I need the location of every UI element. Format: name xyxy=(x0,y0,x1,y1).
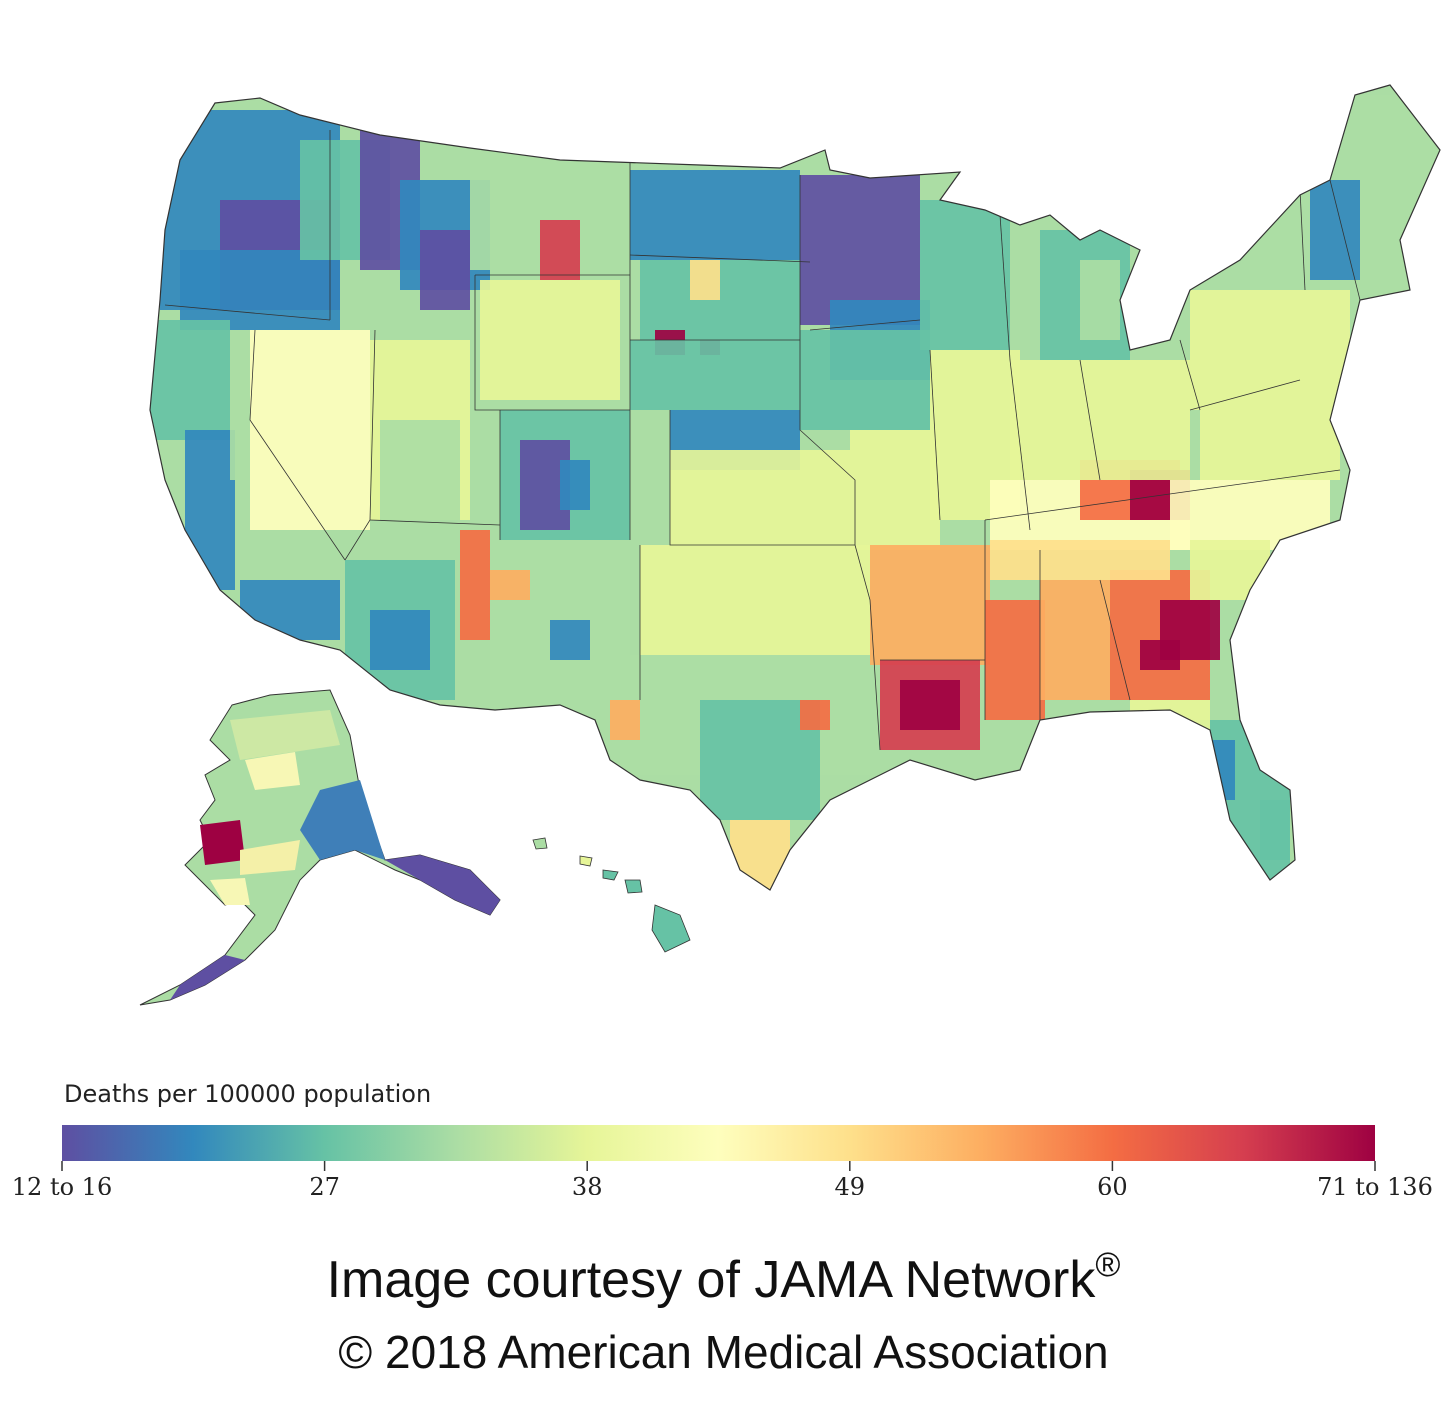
legend-tick-label: 38 xyxy=(572,1173,603,1195)
map-region-patch xyxy=(690,260,720,300)
map-region-patch xyxy=(150,320,230,440)
map-region-patch xyxy=(1010,360,1190,480)
map-region-patch xyxy=(550,620,590,660)
legend-tick-label: 60 xyxy=(1097,1173,1128,1195)
map-region-patch xyxy=(640,545,870,655)
choropleth-map xyxy=(139,84,1441,1006)
legend-tick-label: 12 to 16 xyxy=(12,1173,112,1195)
map-region-patch xyxy=(630,170,800,260)
alaska-region xyxy=(139,689,501,1006)
legend-tick-label: 49 xyxy=(835,1173,866,1195)
map-region-patch xyxy=(420,230,470,310)
map-region-patch xyxy=(800,330,930,430)
map-region-patch xyxy=(370,610,430,670)
map-region-patch xyxy=(1140,640,1180,670)
map-region-patch xyxy=(990,540,1170,580)
map-region-patch xyxy=(850,430,940,550)
map-region-patch xyxy=(670,450,850,545)
map-region-patch xyxy=(1130,700,1210,730)
map-region-patch xyxy=(1190,540,1270,600)
map-region-patch xyxy=(185,430,235,590)
map-region-patch xyxy=(480,280,620,400)
map-region-patch xyxy=(380,420,460,520)
trademark-symbol: ® xyxy=(1095,1246,1121,1284)
map-region-patch xyxy=(1310,180,1360,280)
map-region-patch xyxy=(1200,410,1340,480)
contiguous-us-region xyxy=(149,84,1441,891)
map-region-patch xyxy=(1260,800,1290,860)
map-region-patch xyxy=(1205,740,1235,800)
map-region-patch xyxy=(1040,580,1110,700)
map-region-patch xyxy=(240,580,340,640)
credit-text: Image courtesy of JAMA Network xyxy=(326,1251,1096,1309)
credit-line: Image courtesy of JAMA Network® xyxy=(0,1246,1447,1310)
legend-tick-label: 71 to 136 xyxy=(1317,1173,1433,1195)
map-region-patch xyxy=(1190,290,1350,410)
map-region-patch xyxy=(460,530,490,640)
color-legend: 12 to 16 27 38 49 60 71 to 136 xyxy=(12,1125,1433,1195)
legend-title: Deaths per 100000 population xyxy=(64,1080,432,1108)
map-region-patch xyxy=(610,700,640,740)
map-region-patch xyxy=(900,680,960,730)
copyright-line: © 2018 American Medical Association xyxy=(338,1326,1109,1378)
map-region-patch xyxy=(1360,95,1440,295)
map-region-patch xyxy=(540,220,580,280)
map-region-patch xyxy=(250,330,370,530)
map-region-patch xyxy=(630,340,800,410)
hawaii-region xyxy=(532,837,691,953)
map-region-patch xyxy=(730,820,790,890)
map-region-patch xyxy=(1080,260,1120,340)
map-region-patch xyxy=(870,545,990,665)
map-region-patch xyxy=(180,250,340,330)
map-region-patch xyxy=(920,200,1010,350)
map-region-patch xyxy=(490,570,530,600)
map-region-patch xyxy=(985,600,1045,720)
legend-color-bar xyxy=(62,1125,1375,1161)
map-region-patch xyxy=(800,700,830,730)
legend-tick-label: 27 xyxy=(309,1173,340,1195)
map-region-patch xyxy=(560,460,590,510)
